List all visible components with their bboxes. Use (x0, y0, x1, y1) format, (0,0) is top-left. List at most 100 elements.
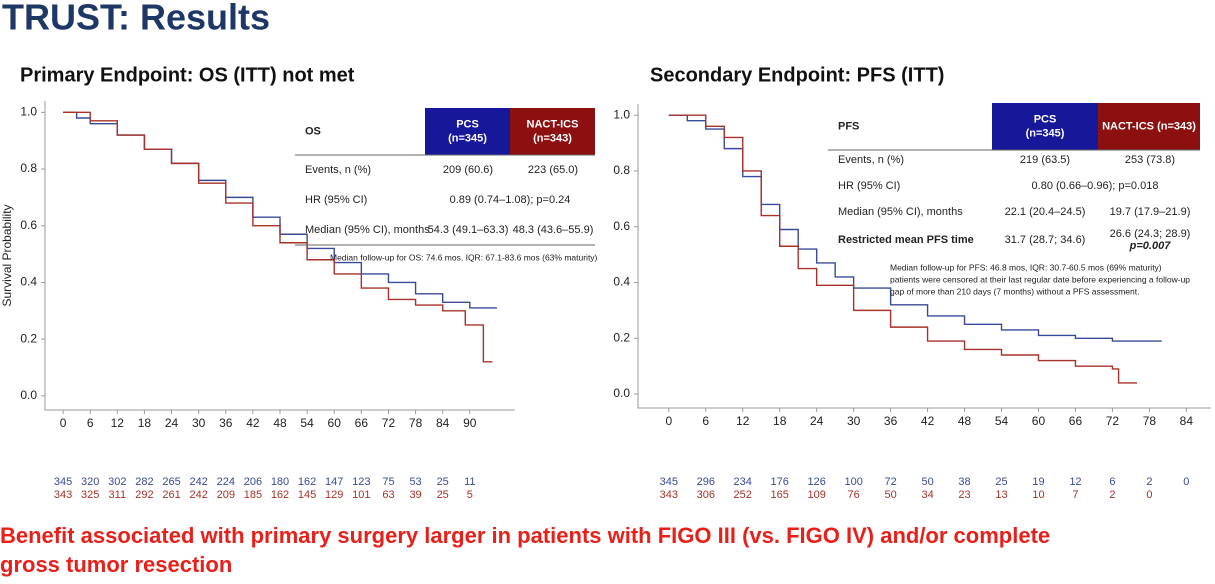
at-risk: 0 (1183, 476, 1189, 488)
y-tick-label: 0.6 (613, 219, 630, 233)
x-tick-label: 18 (138, 416, 152, 430)
table-cell: Restricted mean PFS time (838, 234, 974, 246)
y-tick-label: 0.8 (613, 163, 630, 177)
at-risk: 100 (844, 476, 862, 488)
table-cell: 223 (65.0) (528, 164, 578, 176)
at-risk: 252 (734, 489, 752, 501)
table-header-text: NACT-ICS (527, 118, 579, 130)
at-risk: 224 (217, 476, 235, 488)
at-risk: 39 (409, 489, 421, 501)
at-risk: 302 (108, 476, 126, 488)
at-risk: 19 (1032, 476, 1044, 488)
table-cell: 48.3 (43.6–55.9) (513, 224, 594, 236)
x-tick-label: 36 (219, 416, 233, 430)
x-tick-label: 60 (328, 416, 342, 430)
table-cell: 22.1 (20.4–24.5) (1005, 206, 1086, 218)
conclusion: Benefit associated with primary surgery … (0, 523, 1050, 548)
x-tick-label: 24 (165, 416, 179, 430)
at-risk: 25 (437, 476, 449, 488)
table-header (425, 108, 510, 155)
at-risk: 6 (1109, 476, 1115, 488)
at-risk: 12 (1069, 476, 1081, 488)
x-tick-label: 66 (355, 416, 369, 430)
y-tick-label: 1.0 (20, 105, 37, 119)
at-risk: 180 (271, 476, 289, 488)
x-tick-label: 66 (1069, 414, 1083, 428)
table-cell: 0.89 (0.74–1.08); p=0.24 (450, 194, 571, 206)
x-tick-label: 18 (773, 414, 787, 428)
at-risk: 311 (109, 489, 127, 501)
table-cell: Events, n (%) (305, 164, 371, 176)
x-tick-label: 48 (958, 414, 972, 428)
x-tick-label: 0 (60, 416, 67, 430)
at-risk: 13 (995, 489, 1007, 501)
x-tick-label: 60 (1032, 414, 1046, 428)
at-risk: 147 (325, 476, 343, 488)
at-risk: 343 (660, 489, 678, 501)
y-tick-label: 0.4 (613, 275, 630, 289)
at-risk: 296 (697, 476, 715, 488)
y-axis-label: Survival Probability (0, 204, 14, 306)
table-label: OS (305, 125, 321, 137)
conclusion: gross tumor resection (0, 552, 232, 577)
table-cell: Median (95% CI), months (305, 224, 430, 236)
table-cell: 54.3 (49.1–63.3) (428, 224, 509, 236)
at-risk: 345 (660, 476, 678, 488)
x-tick-label: 90 (463, 416, 477, 430)
at-risk: 5 (467, 489, 473, 501)
chart-title: Primary Endpoint: OS (ITT) not met (20, 64, 355, 86)
at-risk: 242 (189, 476, 207, 488)
x-tick-label: 6 (87, 416, 94, 430)
table-cell: Events, n (%) (838, 154, 904, 166)
table-label: PFS (838, 120, 859, 132)
x-tick-label: 84 (436, 416, 450, 430)
x-tick-label: 42 (921, 414, 935, 428)
y-tick-label: 1.0 (613, 107, 630, 121)
table-note: patients were censored at their last reg… (890, 274, 1190, 284)
at-risk: 320 (81, 476, 99, 488)
x-tick-label: 72 (1106, 414, 1120, 428)
chart-title: Secondary Endpoint: PFS (ITT) (650, 64, 944, 86)
at-risk: 126 (807, 476, 825, 488)
table-note: Median follow-up for OS: 74.6 mos, IQR: … (330, 252, 598, 262)
at-risk: 76 (848, 489, 860, 501)
at-risk: 50 (884, 489, 896, 501)
x-tick-label: 12 (111, 416, 125, 430)
at-risk: 101 (352, 489, 370, 501)
axis (44, 101, 515, 411)
at-risk: 129 (325, 489, 343, 501)
at-risk: 261 (162, 489, 180, 501)
at-risk: 7 (1072, 489, 1078, 501)
x-tick-label: 30 (847, 414, 861, 428)
table-header-text: (n=343) (533, 132, 572, 144)
at-risk: 282 (135, 476, 153, 488)
y-tick-label: 0.4 (20, 275, 37, 289)
table-cell: Median (95% CI), months (838, 206, 963, 218)
table-cell: 31.7 (28.7; 34.6) (1005, 234, 1086, 246)
at-risk: 162 (298, 476, 316, 488)
y-tick-label: 0.2 (20, 331, 37, 345)
at-risk: 206 (244, 476, 262, 488)
at-risk: 34 (921, 489, 933, 501)
x-tick-label: 24 (810, 414, 824, 428)
x-tick-label: 42 (246, 416, 260, 430)
at-risk: 25 (995, 476, 1007, 488)
at-risk: 234 (734, 476, 752, 488)
table-note: Median follow-up for PFS: 46.8 mos, IQR:… (890, 262, 1162, 272)
survival-curve (668, 114, 1138, 384)
y-tick-label: 0.2 (613, 330, 630, 344)
at-risk: 343 (54, 489, 72, 501)
table-cell: p=0.007 (1129, 240, 1172, 252)
slide-title: TRUST: Results (2, 0, 270, 38)
y-tick-label: 0.0 (20, 388, 37, 402)
x-tick-label: 54 (995, 414, 1009, 428)
at-risk: 325 (81, 489, 99, 501)
table-header-text: PCS (1034, 113, 1057, 125)
at-risk: 176 (771, 476, 789, 488)
table-header-text: PCS (456, 118, 479, 130)
at-risk: 145 (298, 489, 316, 501)
at-risk: 162 (271, 489, 289, 501)
at-risk: 123 (352, 476, 370, 488)
at-risk: 2 (1109, 489, 1115, 501)
